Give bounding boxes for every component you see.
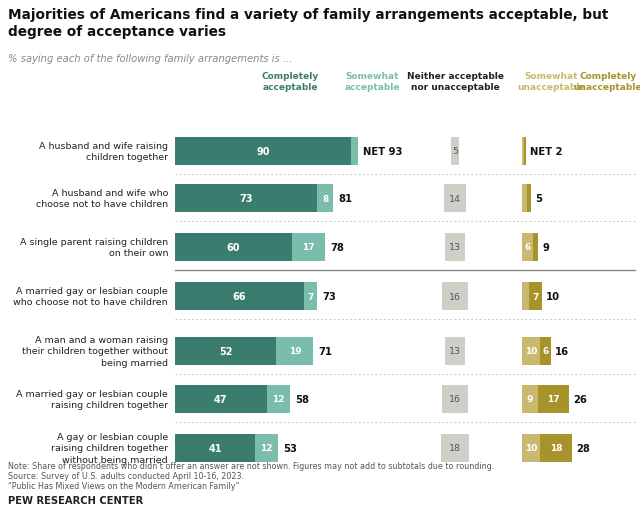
Text: A married gay or lesbian couple
raising children together: A married gay or lesbian couple raising … (16, 389, 168, 410)
Text: A gay or lesbian couple
raising children together
without being married: A gay or lesbian couple raising children… (51, 432, 168, 464)
Text: A single parent raising children
on their own: A single parent raising children on thei… (20, 237, 168, 258)
Text: 5: 5 (535, 193, 542, 204)
Text: 16: 16 (555, 346, 569, 357)
Bar (529, 282, 542, 311)
Text: 19: 19 (289, 347, 301, 356)
Bar (522, 185, 527, 213)
Text: NET 93: NET 93 (364, 147, 403, 157)
Text: 26: 26 (573, 394, 587, 404)
Bar (175, 233, 292, 262)
Bar (292, 233, 325, 262)
Bar (304, 282, 317, 311)
Text: Note: Share of respondents who didn’t offer an answer are not shown. Figures may: Note: Share of respondents who didn’t of… (8, 461, 494, 470)
Bar (445, 233, 465, 262)
Bar (522, 138, 524, 166)
Bar (445, 337, 465, 365)
Bar (351, 138, 358, 166)
Text: 5: 5 (452, 147, 458, 156)
Text: Majorities of Americans find a variety of family arrangements acceptable, but
de: Majorities of Americans find a variety o… (8, 8, 609, 39)
Text: 71: 71 (319, 346, 332, 357)
Bar (175, 138, 351, 166)
Text: “Public Has Mixed Views on the Modern American Family”: “Public Has Mixed Views on the Modern Am… (8, 481, 239, 490)
Text: 7: 7 (307, 292, 314, 301)
Text: Completely
acceptable: Completely acceptable (261, 72, 319, 92)
Bar (175, 185, 317, 213)
Text: 9: 9 (527, 395, 533, 403)
Bar (522, 385, 538, 413)
Text: 14: 14 (449, 194, 461, 203)
Text: 60: 60 (227, 242, 240, 252)
Text: 16: 16 (449, 395, 461, 403)
Bar (175, 434, 255, 462)
Bar (522, 233, 532, 262)
Text: 17: 17 (302, 243, 315, 252)
Bar (255, 434, 278, 462)
Text: 13: 13 (449, 347, 461, 356)
Text: 52: 52 (219, 346, 232, 357)
Text: 6: 6 (542, 347, 548, 356)
Text: Somewhat
acceptable: Somewhat acceptable (344, 72, 400, 92)
Text: 90: 90 (256, 147, 269, 157)
Text: 10: 10 (546, 291, 560, 301)
Bar (527, 185, 531, 213)
Text: A man and a woman raising
their children together without
being married: A man and a woman raising their children… (22, 335, 168, 367)
Bar (276, 337, 314, 365)
Text: 8: 8 (322, 194, 328, 203)
Text: 17: 17 (547, 395, 560, 403)
Text: 58: 58 (295, 394, 309, 404)
Bar (522, 282, 529, 311)
Text: 47: 47 (214, 394, 228, 404)
Text: 12: 12 (260, 443, 273, 452)
Text: 10: 10 (525, 443, 537, 452)
Text: Completely
unacceptable: Completely unacceptable (573, 72, 640, 92)
Text: Source: Survey of U.S. adults conducted April 10-16, 2023.: Source: Survey of U.S. adults conducted … (8, 471, 244, 480)
Bar (522, 434, 540, 462)
Text: 18: 18 (449, 443, 461, 452)
Bar (540, 434, 572, 462)
Text: 73: 73 (239, 193, 253, 204)
Text: % saying each of the following family arrangements is ...: % saying each of the following family ar… (8, 54, 292, 64)
Text: Neither acceptable
nor unacceptable: Neither acceptable nor unacceptable (406, 72, 504, 92)
Bar (442, 385, 468, 413)
Bar (317, 185, 333, 213)
Text: NET 2: NET 2 (529, 147, 562, 157)
Bar (522, 337, 540, 365)
Text: 6: 6 (524, 243, 531, 252)
Text: A married gay or lesbian couple
who choose not to have children: A married gay or lesbian couple who choo… (13, 286, 168, 307)
Bar (442, 282, 468, 311)
Text: 12: 12 (272, 395, 285, 403)
Text: 10: 10 (525, 347, 537, 356)
Text: PEW RESEARCH CENTER: PEW RESEARCH CENTER (8, 495, 143, 505)
Text: 18: 18 (550, 443, 563, 452)
Bar (538, 385, 569, 413)
Text: 81: 81 (338, 193, 352, 204)
Text: 73: 73 (323, 291, 336, 301)
Bar (451, 138, 459, 166)
Bar (524, 138, 525, 166)
Text: 66: 66 (232, 291, 246, 301)
Bar (175, 337, 276, 365)
Text: A husband and wife who
choose not to have children: A husband and wife who choose not to hav… (36, 188, 168, 209)
Bar (540, 337, 551, 365)
Text: 9: 9 (542, 242, 549, 252)
Text: Somewhat
unacceptable: Somewhat unacceptable (516, 72, 585, 92)
Bar (444, 185, 466, 213)
Text: 16: 16 (449, 292, 461, 301)
Text: 28: 28 (577, 443, 590, 453)
Bar (175, 282, 304, 311)
Bar (532, 233, 538, 262)
Bar (175, 385, 267, 413)
Text: 53: 53 (284, 443, 297, 453)
Text: 7: 7 (532, 292, 539, 301)
Text: 13: 13 (449, 243, 461, 252)
Text: A husband and wife raising
children together: A husband and wife raising children toge… (39, 141, 168, 162)
Text: 78: 78 (330, 242, 344, 252)
Bar (440, 434, 469, 462)
Bar (267, 385, 290, 413)
Text: 41: 41 (208, 443, 221, 453)
